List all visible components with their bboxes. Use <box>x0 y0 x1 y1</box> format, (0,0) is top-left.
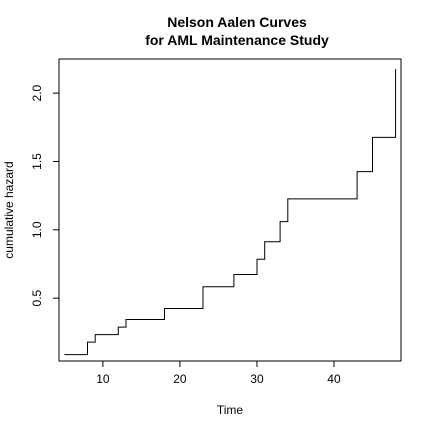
chart-title-line-1: Nelson Aalen Curves <box>167 14 307 30</box>
y-tick-label: 0.5 <box>30 289 44 306</box>
y-tick-label: 1.0 <box>30 221 44 238</box>
y-axis: 0.5 1.0 1.5 2.0 <box>30 84 59 306</box>
x-tick-label: 10 <box>96 372 110 386</box>
x-tick-label: 40 <box>327 372 341 386</box>
x-axis-label: Time <box>217 403 244 417</box>
y-tick-label: 2.0 <box>30 84 44 101</box>
plot-frame <box>58 58 402 362</box>
series-layer <box>64 69 397 356</box>
y-tick-label: 1.5 <box>30 153 44 170</box>
y-axis-label: cumulative hazard <box>2 161 16 258</box>
x-tick-label: 30 <box>250 372 264 386</box>
x-tick-label: 20 <box>173 372 187 386</box>
chart-title-line-2: for AML Maintenance Study <box>145 32 329 48</box>
cumulative-hazard-step-line <box>64 69 397 356</box>
x-axis: 10 20 30 40 <box>96 361 341 386</box>
